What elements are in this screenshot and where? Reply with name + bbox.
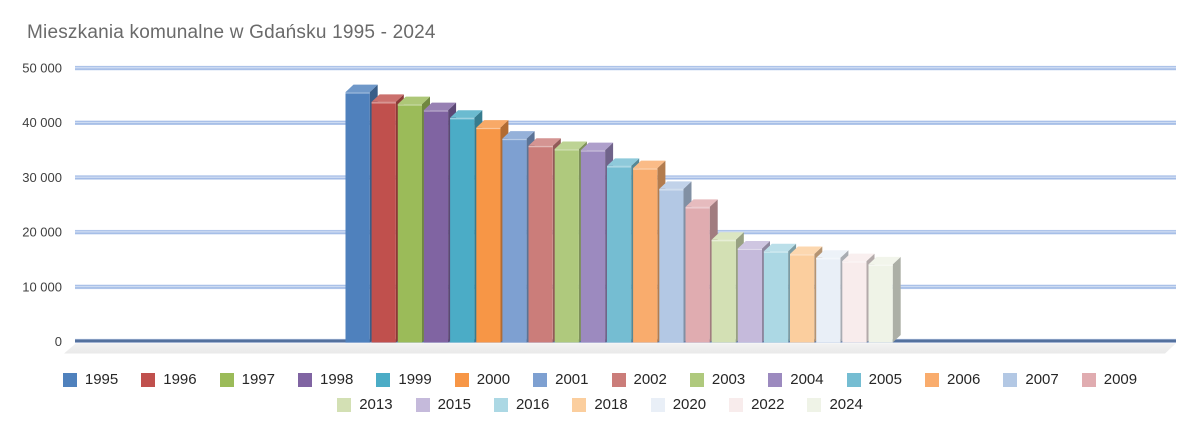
legend-label: 2006 bbox=[947, 371, 981, 388]
legend-item-2015: 2015 bbox=[415, 396, 471, 413]
legend-swatch-icon bbox=[768, 372, 783, 387]
legend-label: 2004 bbox=[790, 371, 824, 388]
legend-label: 2015 bbox=[437, 396, 471, 413]
legend-swatch-icon bbox=[846, 372, 861, 387]
y-axis-labels: 0 10 000 20 000 30 000 40 000 50 000 bbox=[22, 61, 62, 350]
legend-label: 2005 bbox=[868, 371, 902, 388]
legend-label: 2020 bbox=[672, 396, 707, 413]
legend-item-2022: 2022 bbox=[729, 396, 784, 413]
legend-row-2: 2013 2015 2016 2018 2020 2022 2024 bbox=[0, 393, 1200, 416]
legend-item-2020: 2020 bbox=[650, 396, 707, 413]
legend-label: 2007 bbox=[1025, 371, 1059, 388]
legend-label: 2022 bbox=[751, 396, 785, 413]
y-tick-label-40000: 40 000 bbox=[22, 115, 62, 130]
gridline-40000 bbox=[75, 120, 1176, 125]
legend-label: 2024 bbox=[829, 396, 863, 413]
legend-label: 1998 bbox=[320, 371, 354, 388]
legend-item-2018: 2018 bbox=[572, 396, 628, 413]
legend-item-2006: 2006 bbox=[925, 371, 980, 388]
y-tick-label-10000: 10 000 bbox=[22, 279, 62, 294]
legend-swatch-icon bbox=[141, 372, 156, 387]
legend-item-2004: 2004 bbox=[768, 371, 824, 388]
y-tick-label-20000: 20 000 bbox=[22, 225, 62, 240]
legend-swatch-icon bbox=[219, 372, 234, 387]
legend-label: 2000 bbox=[476, 371, 511, 388]
legend-item-2013: 2013 bbox=[337, 396, 393, 413]
legend-swatch-icon bbox=[807, 397, 822, 412]
chart-title: Mieszkania komunalne w Gdańsku 1995 - 20… bbox=[27, 22, 436, 43]
legend-row-1: 1995 1996 1997 1998 1999 2000 2001 2002 2003 2004… bbox=[0, 368, 1200, 391]
bar-2024 bbox=[868, 256, 901, 343]
legend-swatch-icon bbox=[1003, 372, 1018, 387]
chart-plot-area: 0 10 000 20 000 30 000 40 000 50 000 bbox=[22, 61, 1176, 354]
legend-swatch-icon bbox=[689, 372, 704, 387]
legend-swatch-icon bbox=[337, 397, 352, 412]
legend-label: 2013 bbox=[359, 396, 393, 413]
y-tick-label-50000: 50 000 bbox=[22, 61, 62, 76]
gridline-50000 bbox=[75, 65, 1176, 71]
y-tick-label-0: 0 bbox=[55, 334, 62, 349]
chart-legend: 1995 1996 1997 1998 1999 2000 2001 2002 2003 2004… bbox=[0, 368, 1200, 416]
legend-item-2002: 2002 bbox=[611, 371, 667, 388]
legend-item-2024: 2024 bbox=[807, 396, 863, 413]
legend-swatch-icon bbox=[572, 397, 587, 412]
legend-item-2003: 2003 bbox=[689, 371, 746, 388]
legend-swatch-icon bbox=[650, 397, 665, 412]
legend-label: 1996 bbox=[163, 371, 197, 388]
legend-swatch-icon bbox=[1081, 372, 1096, 387]
legend-item-1997: 1997 bbox=[219, 371, 275, 388]
legend-label: 2016 bbox=[515, 396, 550, 413]
legend-swatch-icon bbox=[611, 372, 626, 387]
legend-label: 2018 bbox=[594, 396, 628, 413]
legend-item-2009: 2009 bbox=[1081, 371, 1138, 388]
legend-swatch-icon bbox=[415, 397, 430, 412]
legend-item-1996: 1996 bbox=[141, 371, 197, 388]
legend-item-2007: 2007 bbox=[1003, 371, 1059, 388]
legend-item-2000: 2000 bbox=[454, 371, 511, 388]
legend-item-1998: 1998 bbox=[298, 371, 353, 388]
legend-item-2005: 2005 bbox=[846, 371, 902, 388]
legend-label: 2003 bbox=[711, 371, 746, 388]
legend-swatch-icon bbox=[376, 372, 391, 387]
bars bbox=[345, 84, 901, 343]
legend-swatch-icon bbox=[729, 397, 744, 412]
legend-label: 2001 bbox=[555, 371, 589, 388]
legend-swatch-icon bbox=[925, 372, 939, 387]
legend-label: 2009 bbox=[1103, 371, 1138, 388]
legend-swatch-icon bbox=[454, 372, 469, 387]
legend-swatch-icon bbox=[533, 372, 548, 387]
legend-swatch-icon bbox=[493, 397, 508, 412]
legend-item-1999: 1999 bbox=[376, 371, 432, 388]
legend-label: 1995 bbox=[84, 371, 119, 388]
legend-label: 1999 bbox=[398, 371, 432, 388]
legend-item-2001: 2001 bbox=[533, 371, 589, 388]
y-tick-label-30000: 30 000 bbox=[22, 170, 62, 185]
legend-item-1995: 1995 bbox=[62, 371, 119, 388]
legend-label: 2002 bbox=[633, 371, 667, 388]
legend-label: 1997 bbox=[241, 371, 275, 388]
legend-item-2016: 2016 bbox=[493, 396, 550, 413]
floor-face bbox=[64, 343, 1176, 354]
legend-swatch-icon bbox=[298, 372, 312, 387]
legend-swatch-icon bbox=[62, 372, 77, 387]
